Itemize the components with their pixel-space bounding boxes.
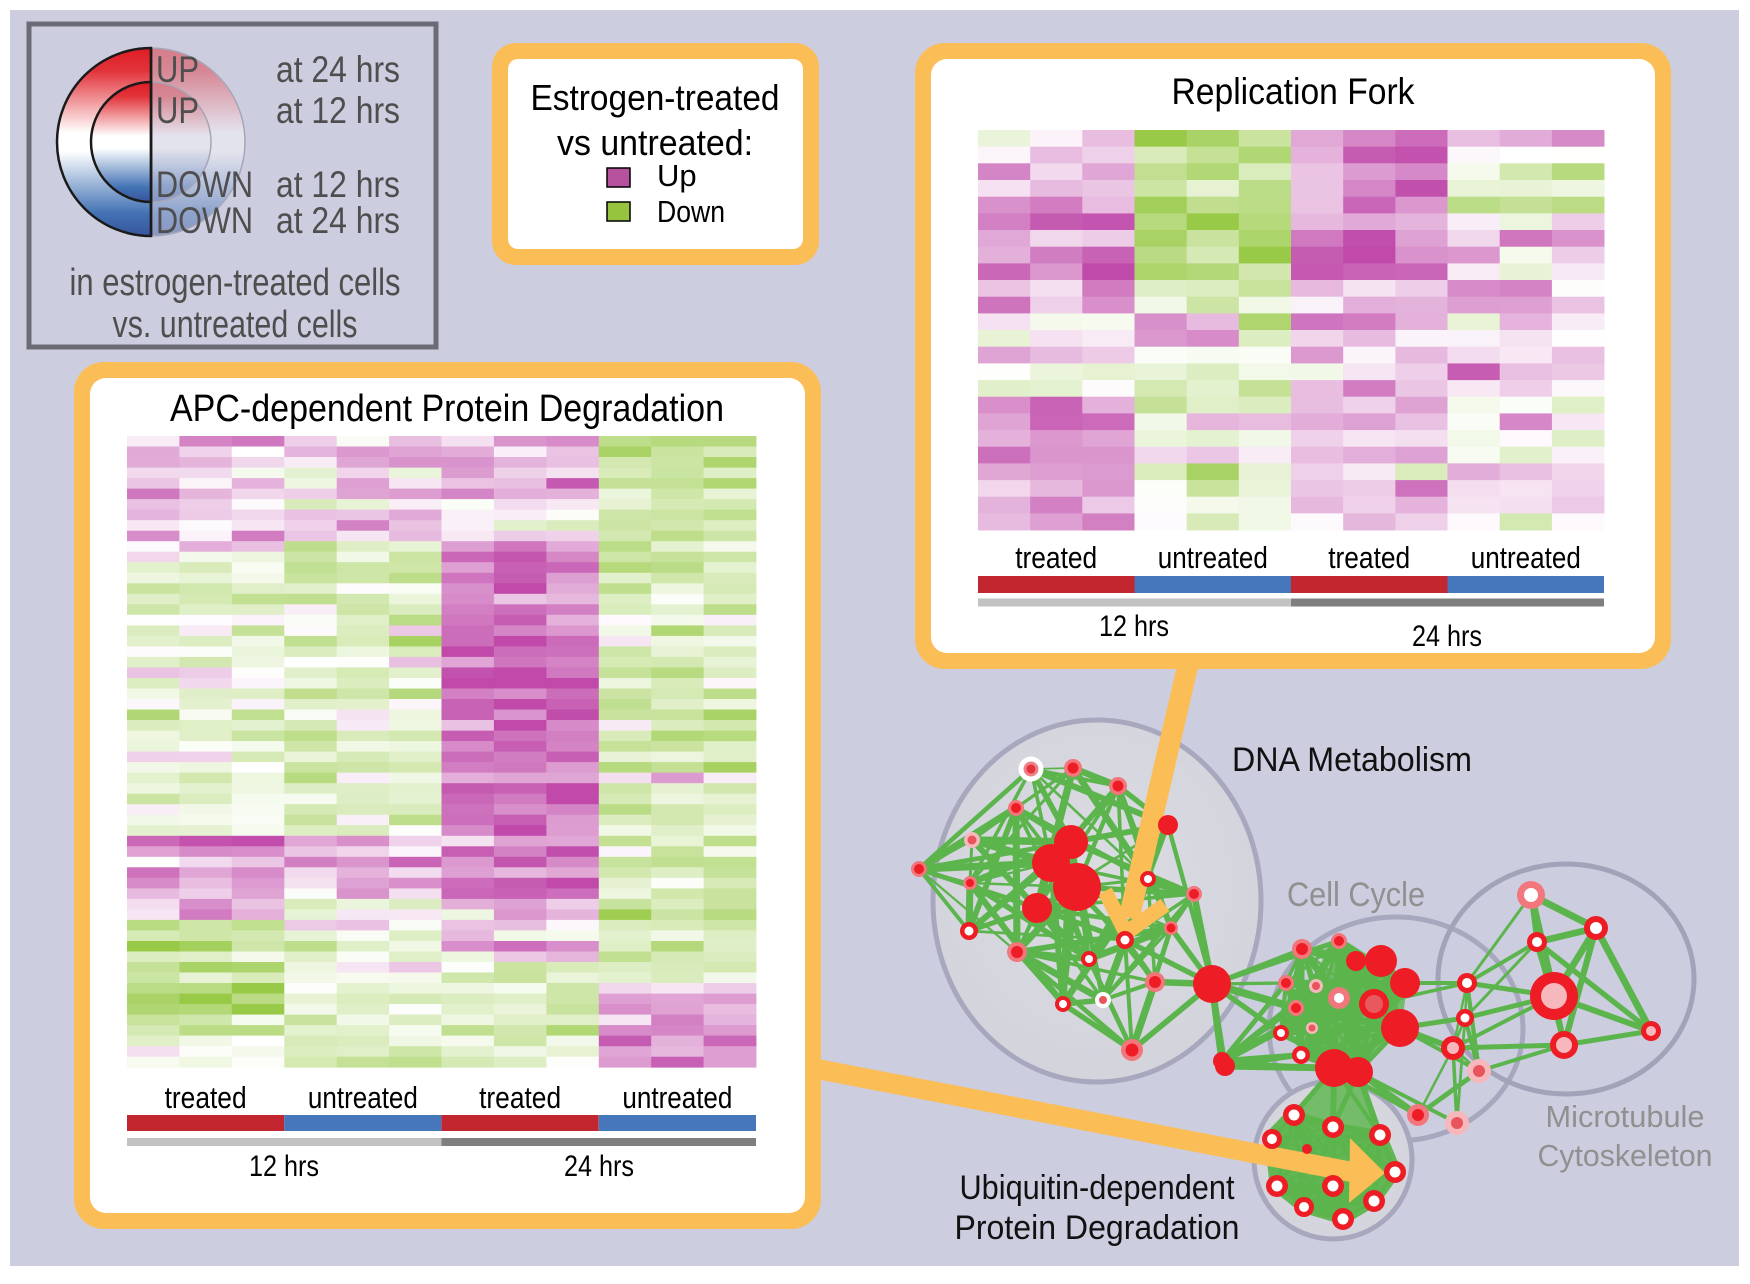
svg-text:24 hrs: 24 hrs [1412, 620, 1482, 653]
svg-text:Protein Degradation: Protein Degradation [955, 1209, 1240, 1247]
svg-text:Cell Cycle: Cell Cycle [1287, 876, 1425, 914]
svg-text:24 hrs: 24 hrs [564, 1150, 634, 1183]
svg-text:Up: Up [657, 158, 697, 193]
svg-text:at 24 hrs: at 24 hrs [276, 200, 400, 241]
svg-text:APC-dependent Protein Degradat: APC-dependent Protein Degradation [170, 388, 724, 430]
svg-text:12 hrs: 12 hrs [1099, 610, 1169, 643]
svg-text:untreated: untreated [308, 1080, 418, 1115]
svg-text:at 12 hrs: at 12 hrs [276, 90, 400, 131]
svg-text:in estrogen-treated cells: in estrogen-treated cells [70, 262, 401, 304]
svg-text:12 hrs: 12 hrs [249, 1150, 319, 1183]
svg-text:at 12 hrs: at 12 hrs [276, 164, 400, 205]
svg-text:UP: UP [156, 90, 199, 131]
svg-text:UP: UP [156, 49, 199, 90]
svg-text:DOWN: DOWN [156, 164, 253, 205]
svg-text:Microtubule: Microtubule [1546, 1099, 1705, 1134]
svg-text:at 24 hrs: at 24 hrs [276, 49, 400, 90]
svg-text:DOWN: DOWN [156, 200, 253, 241]
svg-text:Cytoskeleton: Cytoskeleton [1538, 1138, 1713, 1173]
svg-text:treated: treated [1015, 540, 1097, 575]
svg-text:vs. untreated cells: vs. untreated cells [113, 304, 358, 346]
svg-text:Down: Down [657, 194, 725, 229]
svg-text:treated: treated [1328, 540, 1410, 575]
svg-text:DNA Metabolism: DNA Metabolism [1232, 741, 1472, 779]
svg-text:Estrogen-treated: Estrogen-treated [531, 77, 780, 118]
svg-text:vs untreated:: vs untreated: [557, 122, 753, 163]
svg-text:Replication Fork: Replication Fork [1172, 71, 1415, 112]
svg-text:treated: treated [165, 1080, 247, 1115]
svg-text:untreated: untreated [1158, 540, 1268, 575]
svg-text:untreated: untreated [622, 1080, 732, 1115]
svg-text:untreated: untreated [1471, 540, 1581, 575]
svg-text:treated: treated [479, 1080, 561, 1115]
svg-text:Ubiquitin-dependent: Ubiquitin-dependent [960, 1169, 1235, 1207]
